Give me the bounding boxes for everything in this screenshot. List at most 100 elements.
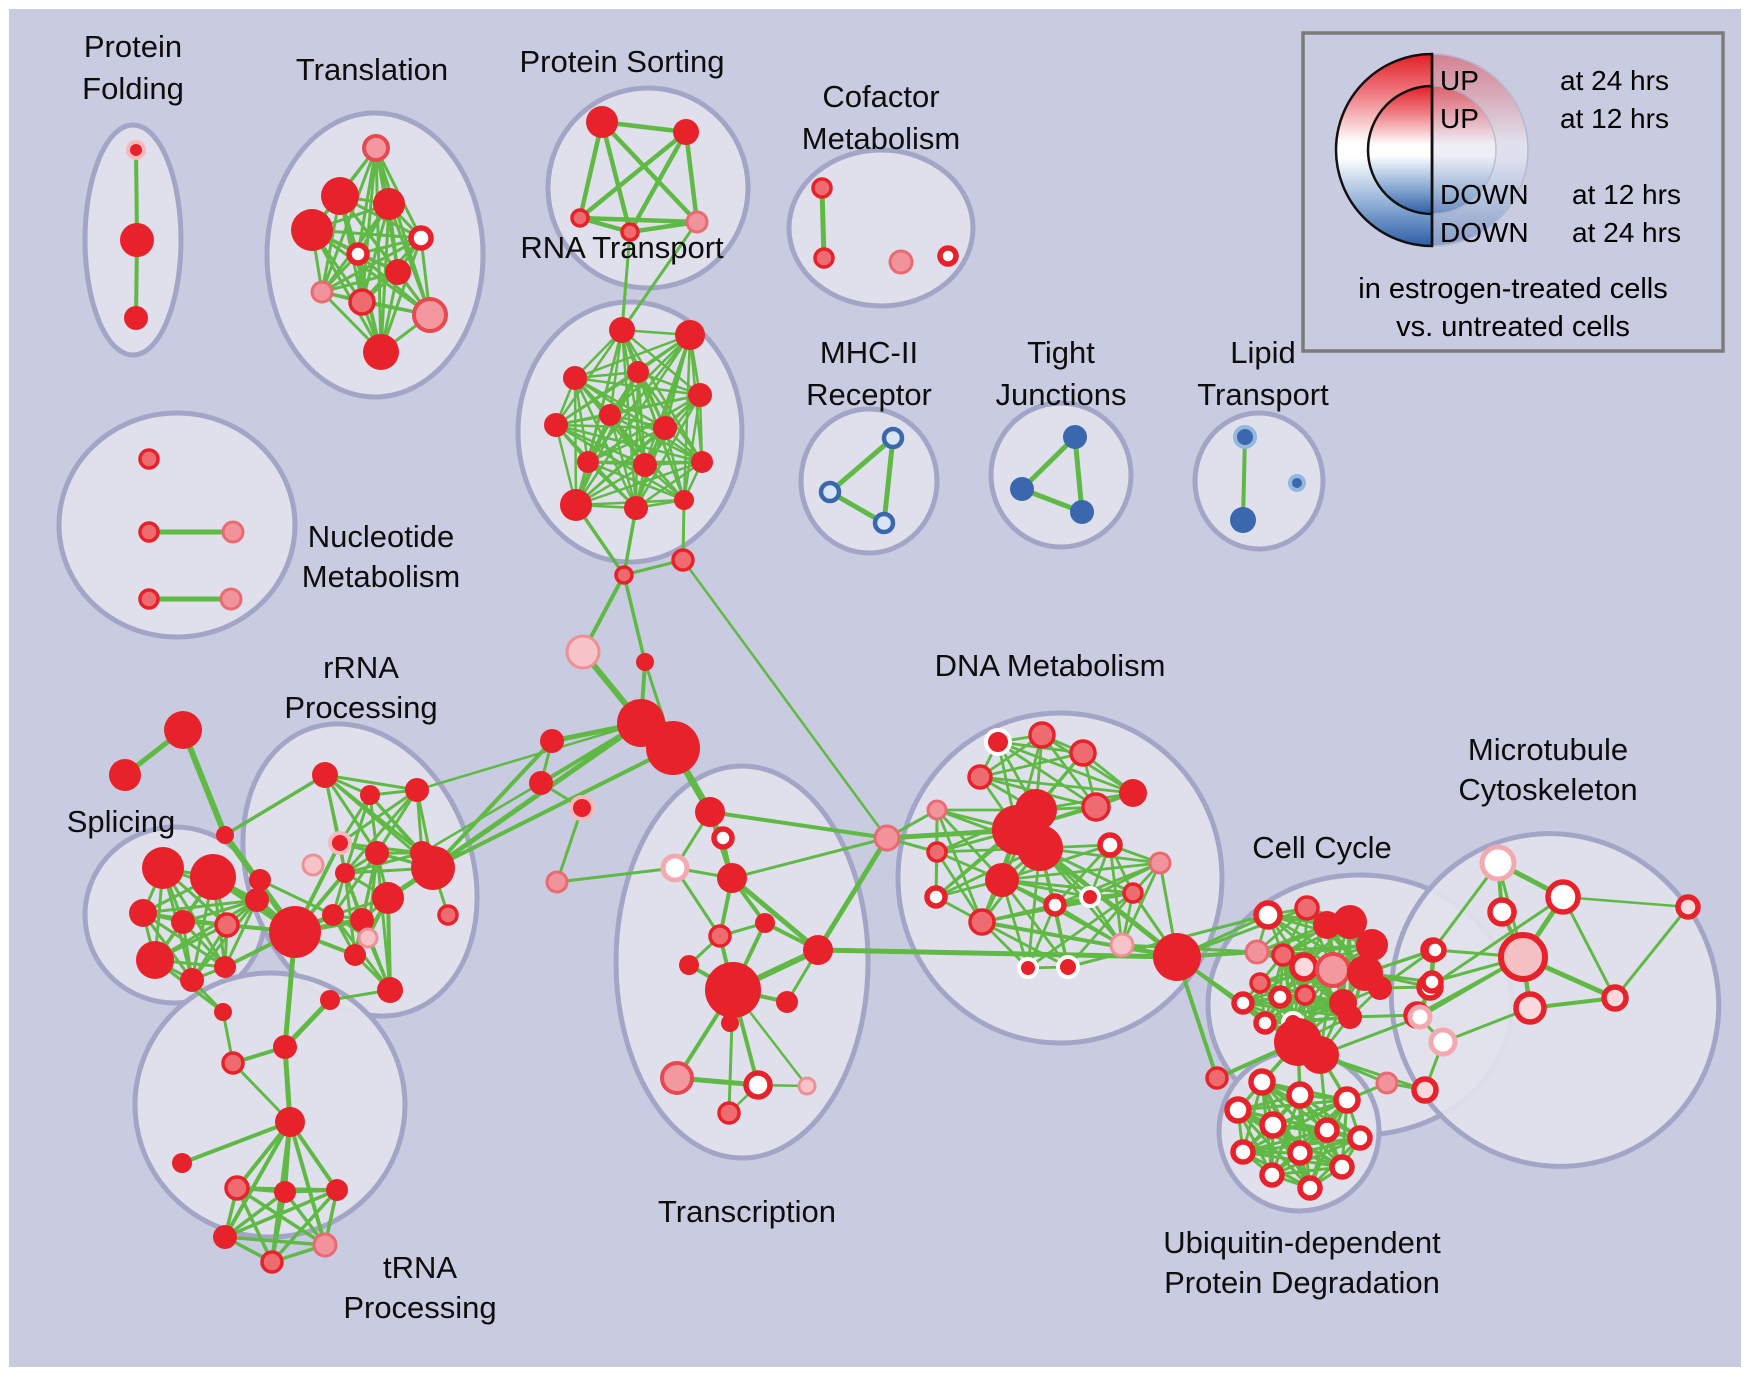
node-tr5 — [346, 242, 370, 266]
network-edge — [379, 236, 423, 354]
node-b2 — [565, 634, 601, 670]
network-edge — [827, 435, 896, 495]
node-t14 — [717, 1101, 741, 1125]
node-ub5 — [1314, 1117, 1340, 1143]
network-edge — [431, 746, 675, 870]
legend-glyph-left-r64 — [1366, 84, 1434, 216]
node-tpI — [172, 1153, 192, 1173]
node-cc19 — [1301, 1036, 1339, 1074]
node-dm2 — [1069, 739, 1097, 767]
node-rt6 — [599, 404, 621, 426]
legend-up24-label: UP — [1440, 65, 1479, 96]
node-cc3 — [1333, 905, 1367, 939]
network-edge — [1241, 1128, 1329, 1154]
node-sp7 — [214, 956, 236, 978]
node-tr8 — [348, 288, 376, 316]
node-t5 — [708, 924, 732, 948]
node-tr7 — [310, 280, 334, 304]
node-cc25 — [1375, 1071, 1399, 1095]
node-rr4 — [301, 853, 325, 877]
node-cc20 — [1368, 976, 1392, 1000]
network-edge — [573, 376, 578, 507]
network-edge — [815, 835, 890, 953]
cluster-label-tight-junctions-1: Tight — [1027, 335, 1095, 370]
network-edge — [577, 215, 700, 225]
network-edge — [320, 270, 400, 294]
node-cc11 — [1268, 985, 1292, 1009]
network-edge — [577, 119, 605, 221]
node-tp1 — [274, 1181, 296, 1203]
node-dm6 — [1119, 779, 1147, 807]
node-t13 — [797, 1076, 817, 1096]
node-dm13 — [968, 908, 996, 936]
cluster-mhc-ii-receptor — [798, 406, 940, 556]
node-rr8 — [322, 904, 344, 926]
node-t3 — [717, 863, 747, 893]
network-edge — [881, 435, 896, 526]
node-rr9 — [350, 908, 374, 932]
cluster-trna-processing — [132, 970, 408, 1240]
node-cc26 — [1411, 1076, 1439, 1104]
node-pf2 — [124, 306, 148, 330]
node-pf1 — [120, 223, 154, 257]
network-edge — [586, 426, 667, 464]
node-lt1 — [1230, 507, 1256, 533]
network-edge — [375, 788, 419, 855]
network-edge — [636, 370, 647, 467]
cluster-label-nucleotide-metabolism-1: Nucleotide — [308, 519, 454, 554]
node-ub2 — [1333, 1086, 1361, 1114]
node-nm0 — [138, 448, 160, 470]
network-edge — [181, 898, 259, 924]
node-t11 — [660, 1061, 694, 1095]
network-edge — [620, 230, 632, 332]
node-pf0 — [126, 140, 146, 160]
legend-glyph-right-r64 — [1431, 85, 1497, 215]
network-edge — [627, 129, 689, 235]
node-rr0 — [312, 762, 338, 788]
node-tp5 — [260, 1250, 284, 1274]
node-t12 — [743, 1070, 773, 1100]
node-rr3 — [328, 831, 352, 855]
node-dm3 — [967, 764, 993, 790]
node-cc12 — [1294, 984, 1316, 1006]
legend-up24-time: at 24 hrs — [1560, 65, 1669, 96]
cluster-label-ubiquitin-degradation-1: Ubiquitin-dependent — [1163, 1225, 1441, 1260]
cluster-label-trna-processing-1: tRNA — [383, 1250, 457, 1285]
node-sp5 — [136, 941, 174, 979]
node-dm19 — [1017, 957, 1039, 979]
network-edge — [1072, 434, 1085, 515]
node-rr5 — [365, 841, 389, 865]
network-edge — [310, 228, 432, 317]
node-dm5 — [1081, 792, 1111, 822]
node-mt7 — [1513, 991, 1547, 1025]
node-cf2 — [888, 249, 914, 275]
network-edge — [819, 185, 827, 261]
network-edge — [634, 460, 704, 510]
node-t9 — [776, 991, 798, 1013]
node-lw — [545, 870, 569, 894]
network-edge — [554, 423, 667, 430]
node-ps2 — [570, 208, 590, 228]
node-sp6 — [180, 968, 204, 992]
network-edge — [1561, 895, 1617, 1000]
network-nodes — [109, 106, 1701, 1274]
network-edge — [620, 328, 647, 467]
network-edge — [310, 228, 383, 354]
network-edge — [1241, 435, 1247, 522]
node-t2 — [660, 853, 690, 883]
network-edge — [180, 1120, 292, 1165]
node-ps1 — [673, 119, 699, 145]
cluster-label-cofactor-metabolism-2: Metabolism — [802, 121, 961, 156]
legend-down12-label: DOWN — [1440, 179, 1529, 210]
cluster-label-protein-folding-1: Protein — [84, 29, 182, 64]
cluster-dna-metabolism — [895, 710, 1225, 1046]
cluster-label-lipid-transport-2: Transport — [1197, 377, 1329, 412]
node-cc0 — [1253, 900, 1283, 930]
node-cc1 — [1294, 895, 1320, 921]
node-rr6 — [335, 863, 355, 883]
network-edge — [343, 793, 372, 875]
node-b3 — [636, 653, 654, 671]
network-edge — [554, 370, 640, 427]
node-lt2 — [1288, 474, 1306, 492]
cluster-cofactor-metabolism — [786, 147, 976, 309]
